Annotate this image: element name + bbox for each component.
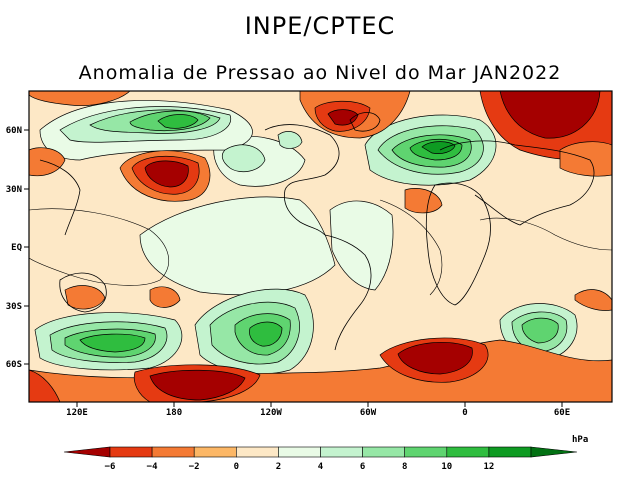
antarctic-high-far-w — [29, 369, 61, 402]
colorbar-swatch — [488, 446, 532, 458]
icelandic-low-core — [421, 141, 456, 154]
north-america-coast — [264, 124, 340, 236]
lon-label-120e: 120E — [66, 408, 88, 418]
latitude-axis: 60N 30N EQ 30S 60S — [6, 126, 29, 370]
colorbar-unit: hPa — [572, 435, 588, 445]
colorbar-swatch — [109, 446, 153, 458]
colorbar-min-arrow — [63, 446, 111, 458]
eurasia-coast — [439, 140, 595, 226]
pacific-high-core — [144, 160, 189, 188]
contour-2 — [379, 199, 443, 296]
contour-1 — [29, 208, 169, 286]
colorbar-swatch — [193, 446, 237, 458]
south-indian-anomaly — [574, 289, 612, 311]
antarctic-high-e-core — [397, 342, 473, 375]
south-america-coast — [324, 234, 372, 351]
antarctic-high-w-core — [149, 369, 246, 401]
organization-title: INPE/CPTEC — [244, 12, 396, 40]
south-america-area — [329, 200, 394, 291]
colorbar-swatch — [236, 446, 279, 458]
lat-label-eq: EQ — [11, 243, 22, 253]
colorbar-tick-label: 8 — [402, 462, 407, 472]
colorbar-swatch — [320, 446, 363, 458]
colorbar-swatch — [446, 446, 490, 458]
colorbar-tick-label: −4 — [147, 462, 158, 472]
map-field — [29, 91, 612, 402]
colorbar-swatch — [151, 446, 195, 458]
colorbar-swatch — [362, 446, 406, 458]
africa-coast — [425, 182, 491, 306]
colorbar-tick-label: 2 — [276, 462, 281, 472]
lat-label-60n: 60N — [6, 126, 22, 136]
asia-anomaly-east — [559, 141, 612, 177]
lat-label-30n: 30N — [6, 185, 22, 195]
tasman-anomaly — [149, 286, 181, 308]
na-light-2 — [277, 131, 303, 149]
arctic-high-core — [499, 91, 601, 139]
aleutian-low-4 — [157, 114, 199, 129]
contour-3 — [479, 217, 612, 251]
australia-coast — [59, 272, 107, 313]
lon-label-180: 180 — [166, 408, 182, 418]
south-pacific-low-e-3 — [249, 321, 283, 347]
colorbar-tick-label: 4 — [318, 462, 324, 472]
map-title: Anomalia de Pressao ao Nivel do Mar JAN2… — [78, 62, 562, 84]
east-asia-coast — [39, 159, 81, 236]
colorbar: −6 −4 −2 0 2 4 6 8 10 12 — [63, 446, 578, 472]
colorbar-tick-label: 10 — [441, 462, 452, 472]
lat-label-60s: 60S — [6, 360, 22, 370]
colorbar-tick-label: −2 — [189, 462, 200, 472]
colorbar-swatch — [278, 446, 321, 458]
longitude-axis: 120E 180 120W 60W 0 60E — [66, 402, 570, 418]
south-pacific-low-w-3 — [79, 333, 146, 353]
siberian-high — [29, 91, 131, 106]
australia-anomaly — [64, 285, 106, 310]
lon-label-60e: 60E — [554, 408, 570, 418]
equatorial-pacific-area — [139, 196, 336, 296]
lon-label-120w: 120W — [260, 408, 282, 418]
colorbar-tick-label: 12 — [483, 462, 494, 472]
lon-label-60w: 60W — [360, 408, 377, 418]
lon-label-0: 0 — [462, 408, 467, 418]
north-africa-anomaly — [404, 188, 443, 214]
extra-contours — [29, 199, 612, 296]
greenland-coast — [349, 112, 381, 132]
coastlines — [39, 112, 595, 351]
na-light-1 — [221, 144, 266, 173]
lat-label-30s: 30S — [6, 302, 22, 312]
indian-low-2 — [521, 317, 559, 344]
colorbar-tick-label: −6 — [105, 462, 116, 472]
colorbar-swatch — [404, 446, 448, 458]
colorbar-tick-label: 6 — [360, 462, 365, 472]
colorbar-tick-label: 0 — [234, 462, 239, 472]
colorbar-max-arrow — [530, 446, 578, 458]
